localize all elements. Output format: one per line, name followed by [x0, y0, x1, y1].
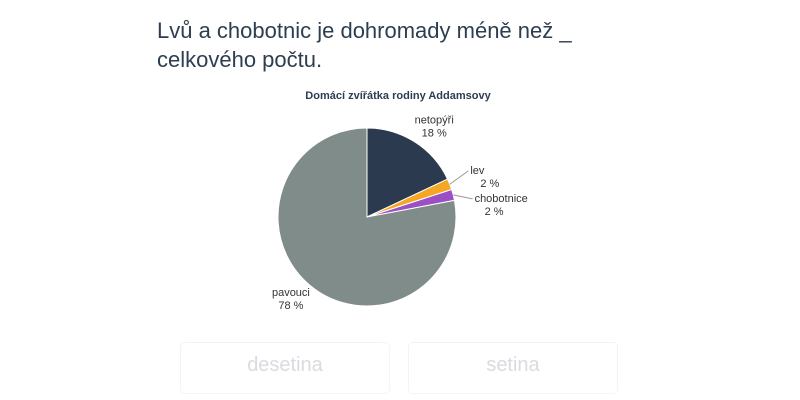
answer-option[interactable]: desetina	[180, 342, 390, 394]
slice-label: chobotnice	[475, 193, 528, 205]
slice-value: 2 %	[485, 206, 504, 218]
leader-line	[453, 194, 473, 200]
slice-label: pavouci	[272, 287, 310, 299]
leader-line	[449, 170, 469, 185]
slice-label: lev	[470, 165, 485, 177]
chart: Domácí zvířátka rodiny Addamsovy netopýř…	[272, 90, 528, 312]
question: Lvů a chobotnic je dohromady méně než _ …	[157, 18, 572, 72]
answer-option[interactable]: setina	[408, 342, 618, 394]
pie-slice	[277, 127, 457, 307]
slice-value: 2 %	[480, 178, 499, 190]
pie-slice	[366, 127, 449, 218]
slice-value: 78 %	[278, 300, 303, 312]
slice-value: 18 %	[422, 128, 447, 140]
chart-title: Domácí zvířátka rodiny Addamsovy	[305, 90, 491, 102]
slice-label: netopýři	[415, 115, 454, 127]
